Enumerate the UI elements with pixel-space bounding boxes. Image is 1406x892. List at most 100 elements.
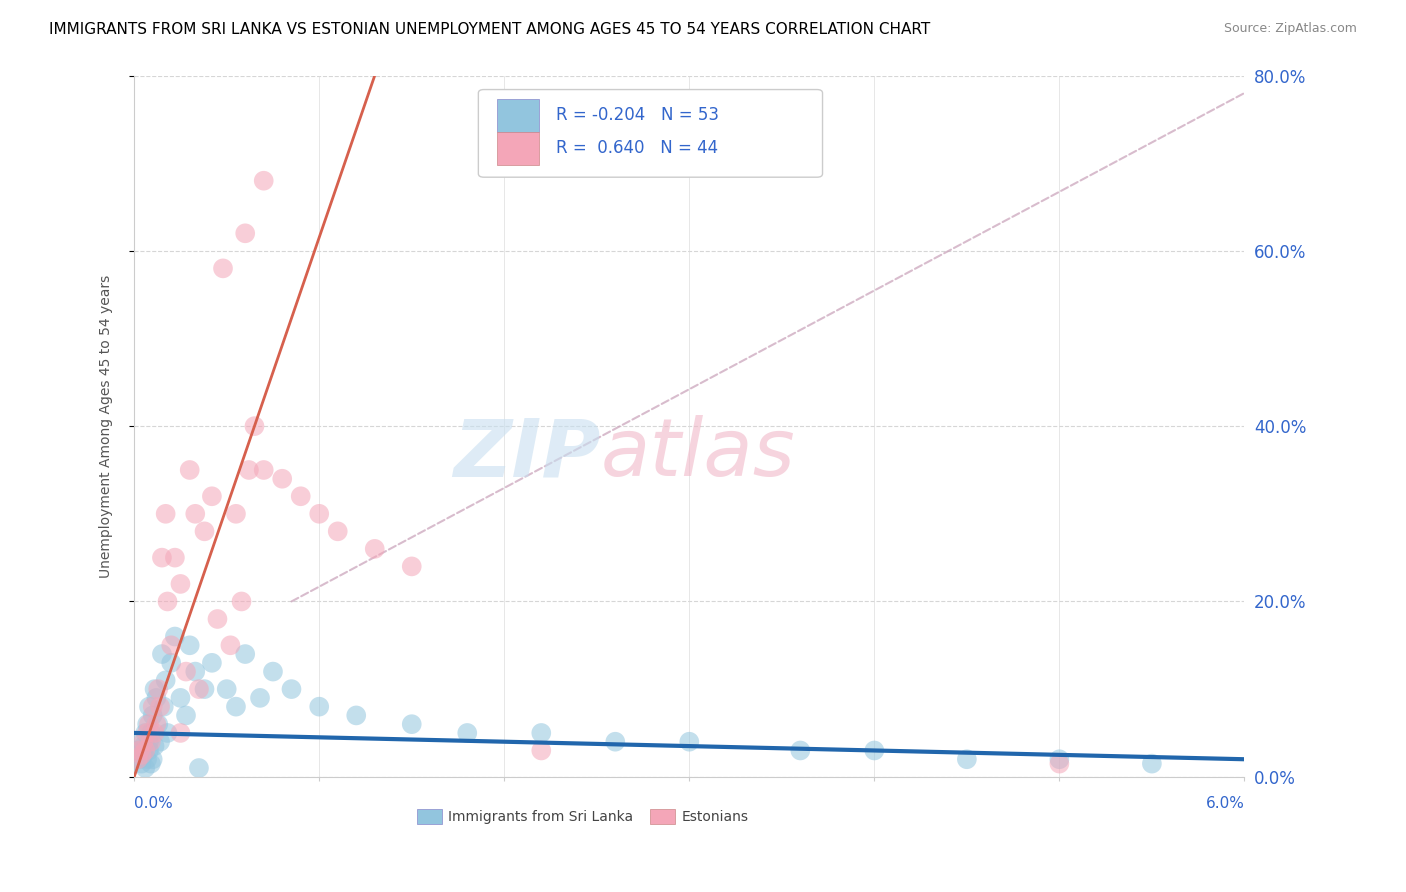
Point (530, 726, 553, 740)
Point (143, 739, 166, 753)
Point (169, 690, 191, 705)
Point (308, 507, 330, 521)
Point (149, 699, 172, 714)
Text: 0.0%: 0.0% (134, 797, 173, 812)
Point (139, 726, 162, 740)
Y-axis label: Unemployment Among Ages 45 to 54 years: Unemployment Among Ages 45 to 54 years (100, 275, 114, 578)
Point (169, 726, 191, 740)
Point (136, 752, 159, 766)
Point (233, 647, 256, 661)
Point (163, 630, 186, 644)
FancyBboxPatch shape (478, 89, 823, 178)
Point (678, 735, 700, 749)
Point (188, 682, 211, 697)
Point (401, 717, 423, 731)
Point (143, 726, 166, 740)
Point (128, 743, 150, 757)
Point (238, 463, 260, 477)
Point (148, 717, 170, 731)
Point (184, 665, 207, 679)
Point (262, 665, 284, 679)
Point (131, 756, 153, 771)
Text: Estonians: Estonians (682, 810, 748, 823)
FancyBboxPatch shape (418, 809, 441, 824)
Point (163, 550, 186, 565)
Point (201, 489, 224, 503)
Point (131, 735, 153, 749)
FancyBboxPatch shape (651, 809, 675, 824)
Point (193, 682, 215, 697)
Point (153, 699, 176, 714)
Point (605, 735, 627, 749)
Point (138, 717, 160, 731)
Point (139, 756, 162, 771)
Point (344, 708, 367, 723)
Point (174, 665, 197, 679)
Point (233, 227, 256, 241)
Point (142, 708, 165, 723)
Point (150, 550, 173, 565)
Point (1047, 756, 1070, 771)
Point (155, 507, 177, 521)
Text: R =  0.640   N = 44: R = 0.640 N = 44 (557, 139, 718, 158)
Point (308, 699, 330, 714)
Point (184, 507, 207, 521)
Point (179, 638, 201, 652)
Point (290, 489, 312, 503)
Point (956, 752, 979, 766)
Point (326, 524, 349, 539)
Point (789, 743, 811, 757)
Point (253, 174, 276, 188)
Point (132, 747, 155, 762)
Point (134, 726, 156, 740)
Point (138, 743, 160, 757)
Point (160, 656, 183, 670)
Text: IMMIGRANTS FROM SRI LANKA VS ESTONIAN UNEMPLOYMENT AMONG AGES 45 TO 54 YEARS COR: IMMIGRANTS FROM SRI LANKA VS ESTONIAN UN… (49, 22, 931, 37)
Text: Immigrants from Sri Lanka: Immigrants from Sri Lanka (449, 810, 634, 823)
Point (139, 735, 162, 749)
Point (145, 717, 167, 731)
Point (160, 638, 183, 652)
Point (188, 761, 211, 775)
Point (132, 735, 155, 749)
Point (243, 419, 266, 434)
Point (1140, 756, 1163, 771)
Point (136, 717, 159, 731)
Point (169, 577, 191, 591)
Text: atlas: atlas (600, 415, 796, 493)
Text: ZIP: ZIP (453, 415, 600, 493)
Point (863, 743, 886, 757)
Text: Source: ZipAtlas.com: Source: ZipAtlas.com (1223, 22, 1357, 36)
Point (193, 524, 215, 539)
Point (142, 752, 165, 766)
Point (127, 743, 149, 757)
Point (253, 463, 276, 477)
Point (145, 690, 167, 705)
Point (148, 682, 170, 697)
Point (207, 612, 229, 626)
Point (212, 261, 235, 276)
Point (1047, 752, 1070, 766)
Point (280, 682, 302, 697)
Point (128, 752, 150, 766)
Point (132, 739, 155, 753)
Point (456, 726, 478, 740)
Point (156, 594, 179, 608)
Text: R = -0.204   N = 53: R = -0.204 N = 53 (557, 106, 718, 125)
Point (231, 594, 253, 608)
Point (219, 638, 242, 652)
Point (201, 656, 224, 670)
Point (150, 647, 173, 661)
Point (155, 673, 177, 688)
Point (249, 690, 271, 705)
Point (134, 761, 156, 775)
Point (364, 541, 387, 556)
Point (131, 747, 153, 762)
Point (271, 472, 294, 486)
Point (149, 735, 172, 749)
Point (136, 726, 159, 740)
Point (142, 699, 165, 714)
Point (179, 463, 201, 477)
Point (134, 743, 156, 757)
FancyBboxPatch shape (498, 132, 540, 165)
